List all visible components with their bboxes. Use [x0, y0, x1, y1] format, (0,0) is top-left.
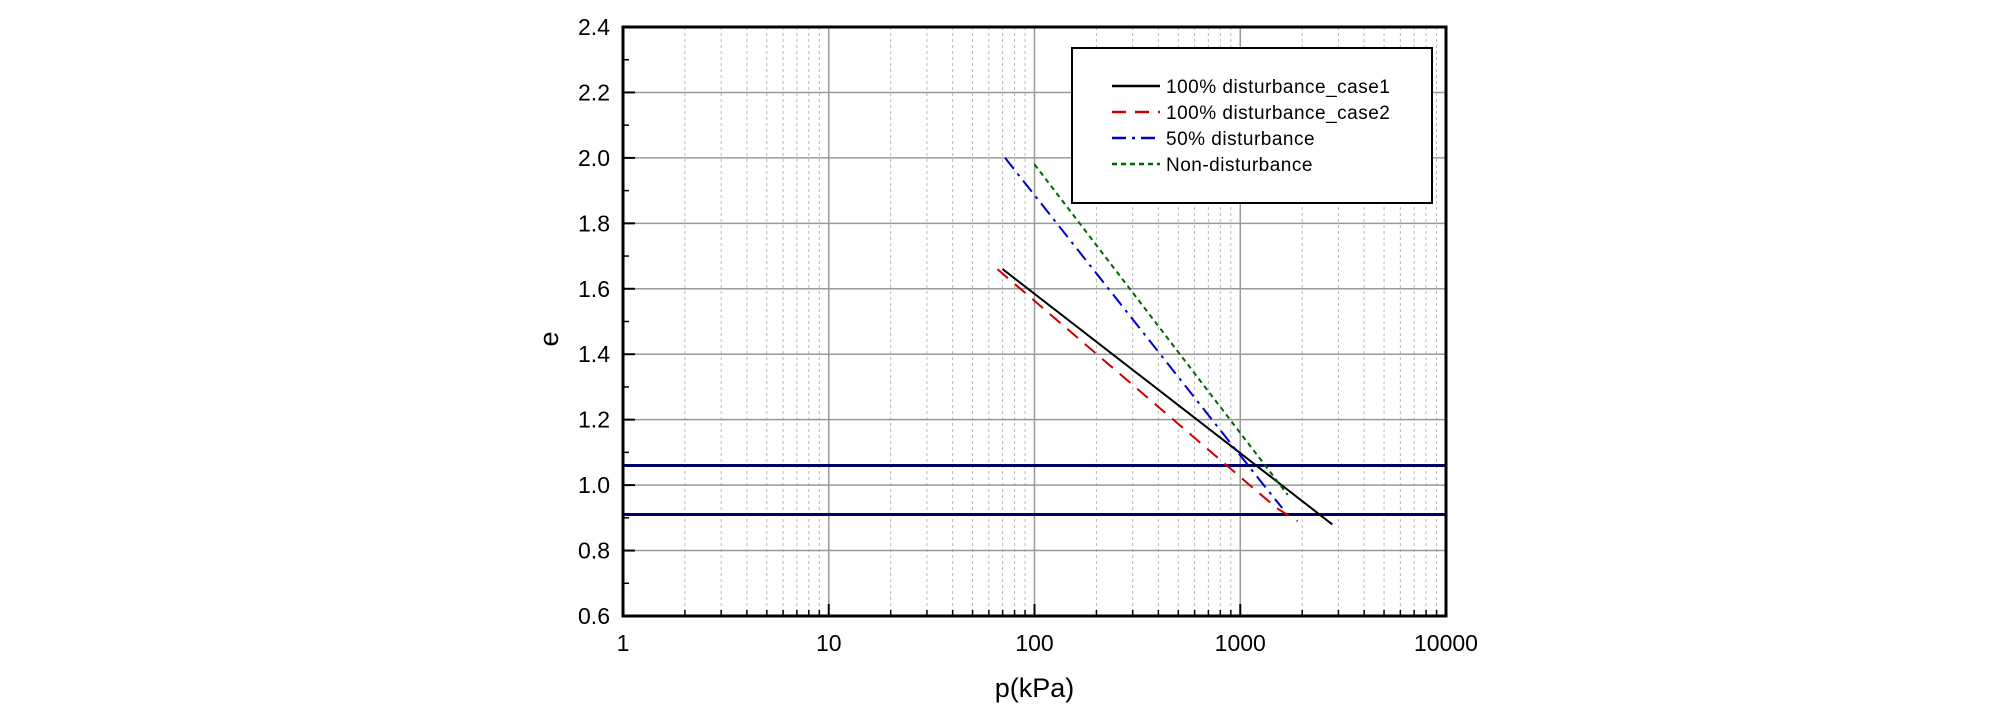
axis-ticks — [622, 26, 1447, 617]
y-tick-label: 2.0 — [578, 145, 610, 171]
x-tick-label: 100 — [1015, 630, 1053, 656]
legend-box — [1071, 47, 1433, 204]
x-tick-label: 1 — [617, 630, 630, 656]
y-tick-label: 2.4 — [578, 14, 610, 40]
y-tick-label: 2.2 — [578, 79, 610, 105]
x-tick-label: 10 — [816, 630, 842, 656]
legend-label: 100% disturbance_case1 — [1166, 77, 1390, 98]
legend-label: 50% disturbance — [1166, 129, 1315, 150]
y-tick-label: 0.6 — [578, 603, 610, 629]
reference-lines — [623, 463, 1446, 517]
series-line — [1001, 268, 1333, 526]
y-axis-title: e — [534, 331, 564, 346]
series-line — [1004, 157, 1283, 509]
y-tick-label: 1.6 — [578, 276, 610, 302]
legend: 100% disturbance_case1 100% disturbance_c… — [1071, 47, 1433, 204]
series-line — [996, 268, 1299, 522]
x-axis-title: p(kPa) — [995, 673, 1075, 703]
legend-label: 100% disturbance_case2 — [1166, 103, 1390, 124]
x-tick-label: 1000 — [1215, 630, 1266, 656]
legend-label: Non-disturbance — [1166, 155, 1313, 176]
series-line — [1033, 163, 1289, 496]
y-tick-label: 1.2 — [578, 407, 610, 433]
y-tick-label: 0.8 — [578, 538, 610, 564]
series-lines — [996, 157, 1333, 526]
tick-labels: 1 10 100 1000 10000 0.6 0.8 1.0 1.2 1.4 1.6 1.8 2.0 2… — [578, 14, 1478, 656]
y-tick-label: 1.8 — [578, 210, 610, 236]
y-tick-label: 1.0 — [578, 472, 610, 498]
y-tick-label: 1.4 — [578, 341, 610, 367]
x-tick-label: 10000 — [1414, 630, 1478, 656]
